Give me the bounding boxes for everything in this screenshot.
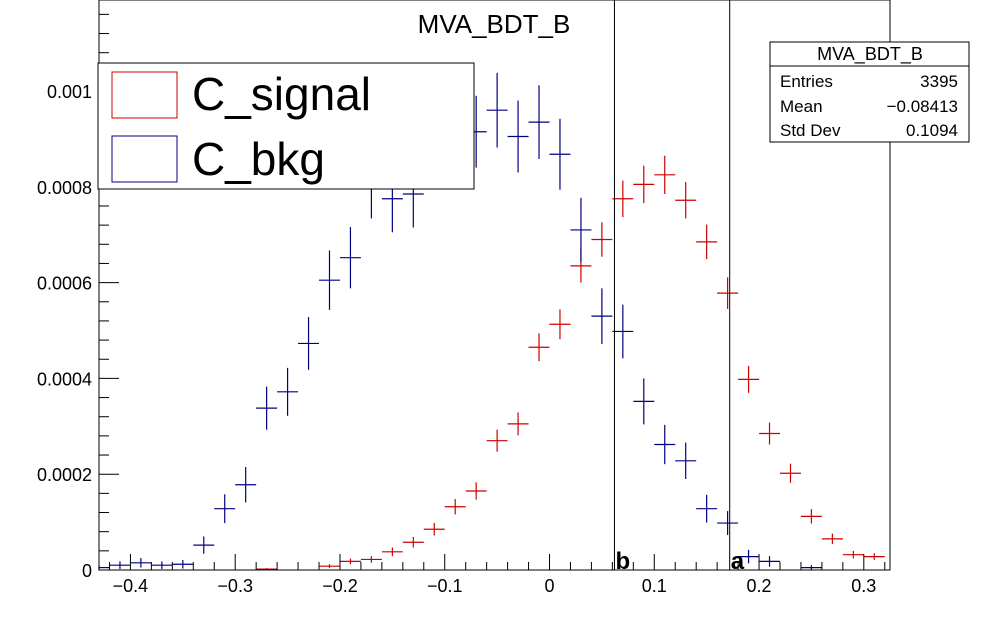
x-tick-label: −0.4: [113, 576, 149, 596]
x-tick-label: −0.2: [322, 576, 358, 596]
data-point: [675, 182, 697, 219]
data-point: [130, 558, 152, 568]
data-point: [486, 429, 508, 452]
plot-frame: [98, 0, 891, 571]
legend: C_signal C_bkg: [97, 62, 475, 190]
data-point: [528, 333, 550, 362]
data-point: [549, 118, 571, 190]
data-point: [193, 536, 215, 554]
stats-stddev-value: 0.1094: [906, 121, 958, 140]
data-point: [675, 442, 697, 479]
stats-entries-value: 3395: [920, 72, 958, 91]
legend-label-signal: C_signal: [192, 68, 371, 120]
x-tick-label: 0.2: [747, 576, 772, 596]
series-C_signal: [256, 155, 885, 570]
data-point: [277, 367, 299, 416]
data-point: [319, 564, 340, 569]
y-tick-label: 0.0006: [37, 274, 92, 294]
y-tick-label: 0.0004: [37, 369, 92, 389]
data-point: [298, 317, 320, 370]
data-point: [360, 556, 382, 563]
data-point: [863, 553, 885, 560]
data-point: [800, 565, 822, 570]
legend-swatch-signal: [111, 71, 178, 119]
data-point: [507, 412, 529, 436]
data-point: [591, 288, 613, 344]
data-point: [696, 224, 718, 260]
data-point: [570, 197, 592, 263]
data-point: [759, 422, 780, 445]
data-point: [717, 511, 739, 536]
data-point: [591, 222, 613, 257]
data-point: [256, 386, 278, 430]
data-point: [444, 499, 466, 515]
data-point: [612, 180, 634, 217]
data-point: [339, 558, 361, 565]
data-point: [612, 304, 634, 359]
data-point: [528, 85, 550, 160]
axes-layer: −0.4 −0.3 −0.2 −0.1 0 0.1 0.2 0.3 0 0.0002 0.0004 0…: [37, 0, 891, 596]
data-point: [235, 467, 257, 503]
x-tick-label: 0: [544, 576, 554, 596]
legend-swatch-bkg: [111, 135, 178, 183]
data-point: [549, 309, 571, 340]
stats-box: MVA_BDT_B Entries 3395 Mean −0.08413 Std…: [769, 41, 970, 143]
data-point: [717, 277, 739, 309]
y-tick-label: 0.001: [47, 82, 92, 102]
cut-label-b: b: [615, 548, 630, 575]
data-point: [151, 561, 173, 570]
cut-label-a: a: [731, 548, 745, 575]
x-tick-label: 0.1: [642, 576, 667, 596]
data-point: [696, 494, 718, 523]
stats-box-frame: [769, 41, 970, 143]
data-point: [800, 509, 822, 524]
data-point: [842, 550, 864, 559]
x-tick-label: −0.1: [427, 576, 463, 596]
data-point: [381, 547, 403, 557]
chart-title: MVA_BDT_B: [418, 9, 571, 39]
data-point: [214, 494, 236, 524]
data-point: [486, 72, 508, 148]
stats-stddev-label: Std Dev: [780, 121, 841, 140]
data-point: [654, 424, 676, 465]
data-point: [98, 565, 110, 570]
legend-box: [97, 62, 475, 190]
data-point: [109, 561, 131, 570]
data-point: [319, 250, 340, 310]
data-point: [402, 536, 424, 548]
data-point: [654, 155, 676, 194]
y-tick-label: 0: [82, 561, 92, 581]
stats-mean-value: −0.08413: [887, 97, 958, 116]
data-point: [633, 165, 655, 204]
stats-box-title: MVA_BDT_B: [817, 44, 923, 65]
data-point: [779, 463, 801, 483]
stats-mean-label: Mean: [780, 97, 823, 116]
x-tick-label: −0.3: [217, 576, 253, 596]
data-point: [423, 523, 445, 536]
data-point: [507, 100, 529, 173]
data-point: [738, 549, 760, 564]
x-tick-label: 0.3: [851, 576, 876, 596]
data-point: [465, 482, 487, 500]
y-tick-label: 0.0008: [37, 178, 92, 198]
data-point: [738, 365, 760, 393]
data-point: [172, 559, 194, 569]
data-point: [633, 378, 655, 425]
data-point: [759, 556, 780, 567]
legend-label-bkg: C_bkg: [192, 133, 325, 185]
data-point: [821, 533, 843, 545]
y-tick-label: 0.0002: [37, 465, 92, 485]
stats-entries-label: Entries: [780, 72, 833, 91]
data-point: [339, 227, 361, 289]
